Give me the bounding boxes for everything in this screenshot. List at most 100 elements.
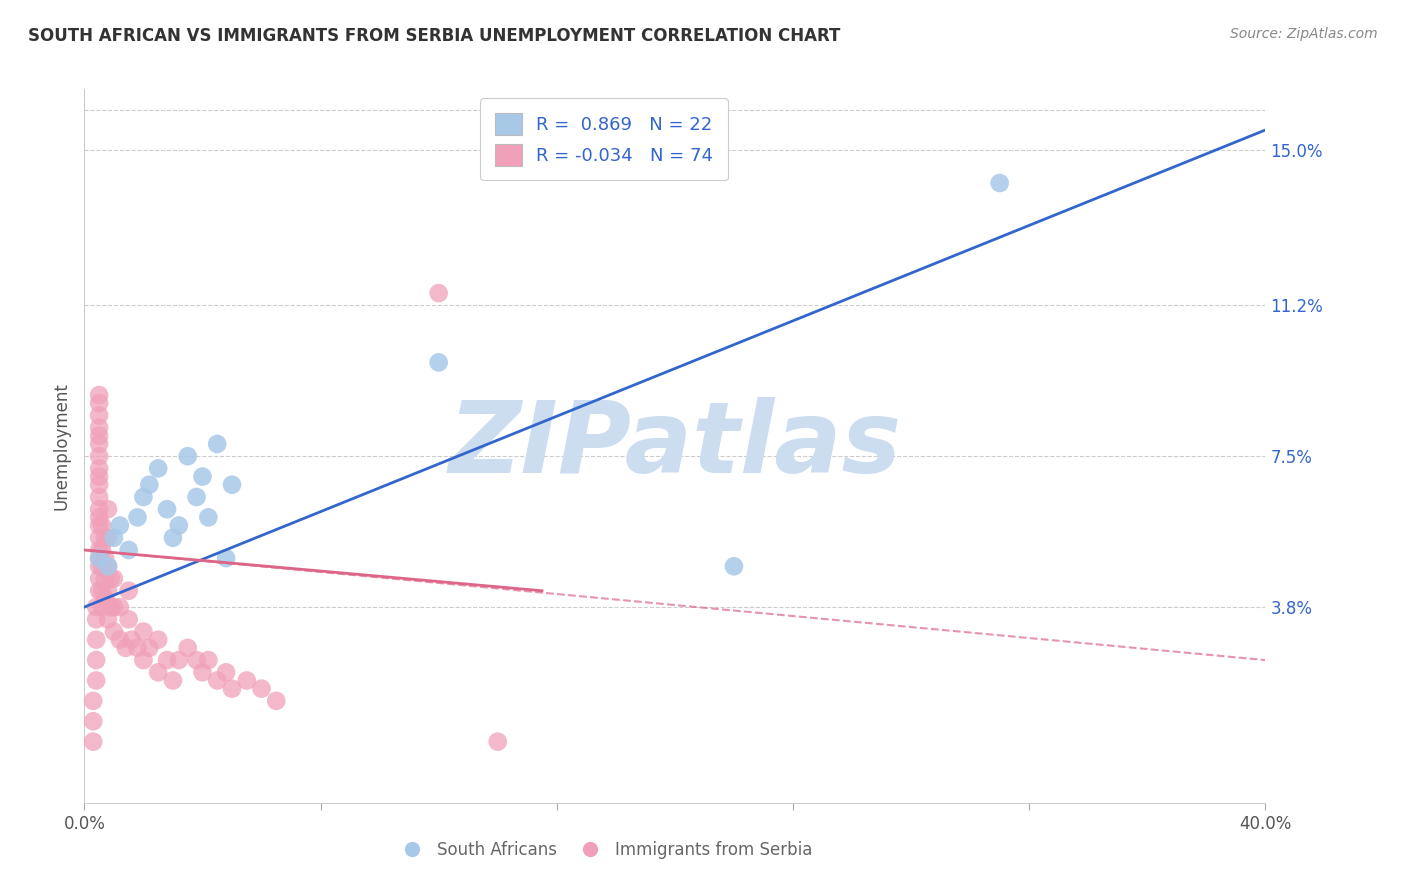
Point (177, 640, 200, 655)
Point (205, 437, 228, 451)
Point (108, 518, 131, 533)
Point (156, 653, 179, 667)
Point (84, 612, 107, 626)
Point (87, 388, 111, 402)
Point (108, 600, 131, 615)
Point (132, 624, 155, 639)
Point (87, 490, 111, 504)
Point (87, 429, 111, 443)
Point (84, 653, 107, 667)
Point (138, 477, 160, 491)
Point (91, 543, 114, 558)
Point (82, 694, 104, 708)
Point (148, 632, 170, 647)
Point (177, 449, 200, 463)
Point (427, 286, 450, 301)
Point (97, 583, 120, 598)
Point (97, 559, 120, 574)
Y-axis label: Unemployment: Unemployment (52, 382, 70, 510)
Point (723, 559, 745, 574)
Point (197, 510, 219, 524)
Point (250, 681, 273, 696)
Point (94, 572, 117, 586)
Point (221, 477, 243, 491)
Point (118, 543, 141, 558)
Point (82, 714, 104, 729)
Point (103, 531, 125, 545)
Point (97, 612, 120, 626)
Point (162, 673, 184, 688)
Point (87, 477, 111, 491)
Point (132, 653, 155, 667)
Point (127, 510, 149, 524)
Point (97, 559, 120, 574)
Point (100, 572, 122, 586)
Point (87, 409, 111, 423)
Point (215, 551, 238, 566)
Point (87, 461, 111, 475)
Point (118, 583, 141, 598)
Point (148, 461, 170, 475)
Point (118, 612, 141, 626)
Point (87, 502, 111, 516)
Point (191, 665, 214, 680)
Point (87, 559, 111, 574)
Point (82, 734, 104, 748)
Point (87, 572, 111, 586)
Point (87, 583, 111, 598)
Legend: South Africans, Immigrants from Serbia: South Africans, Immigrants from Serbia (388, 835, 820, 866)
Point (91, 600, 114, 615)
Point (87, 437, 111, 451)
Point (186, 490, 208, 504)
Point (108, 632, 131, 647)
Point (87, 543, 111, 558)
Point (84, 600, 107, 615)
Point (197, 653, 219, 667)
Point (91, 559, 114, 574)
Point (87, 420, 111, 434)
Point (103, 600, 125, 615)
Point (97, 502, 120, 516)
Point (191, 469, 214, 483)
Point (221, 681, 243, 696)
Point (427, 355, 450, 369)
Point (103, 572, 125, 586)
Point (94, 591, 117, 606)
Point (114, 640, 136, 655)
Point (87, 510, 111, 524)
Point (84, 673, 107, 688)
Point (87, 531, 111, 545)
Point (138, 640, 160, 655)
Point (215, 665, 238, 680)
Point (91, 518, 114, 533)
Point (486, 734, 509, 748)
Point (94, 531, 117, 545)
Point (162, 531, 184, 545)
Text: ZIPatlas: ZIPatlas (449, 398, 901, 494)
Point (87, 518, 111, 533)
Point (132, 490, 155, 504)
Point (988, 176, 1011, 190)
Point (121, 632, 143, 647)
Point (167, 518, 190, 533)
Point (235, 673, 259, 688)
Point (94, 551, 117, 566)
Point (87, 551, 111, 566)
Text: SOUTH AFRICAN VS IMMIGRANTS FROM SERBIA UNEMPLOYMENT CORRELATION CHART: SOUTH AFRICAN VS IMMIGRANTS FROM SERBIA … (28, 27, 841, 45)
Point (167, 653, 190, 667)
Point (87, 396, 111, 410)
Point (87, 469, 111, 483)
Point (127, 640, 149, 655)
Point (87, 449, 111, 463)
Point (91, 583, 114, 598)
Point (97, 531, 120, 545)
Point (100, 600, 122, 615)
Point (84, 632, 107, 647)
Point (148, 665, 170, 680)
Point (87, 551, 111, 566)
Point (103, 624, 125, 639)
Text: Source: ZipAtlas.com: Source: ZipAtlas.com (1230, 27, 1378, 41)
Point (186, 653, 208, 667)
Point (205, 673, 228, 688)
Point (156, 502, 179, 516)
